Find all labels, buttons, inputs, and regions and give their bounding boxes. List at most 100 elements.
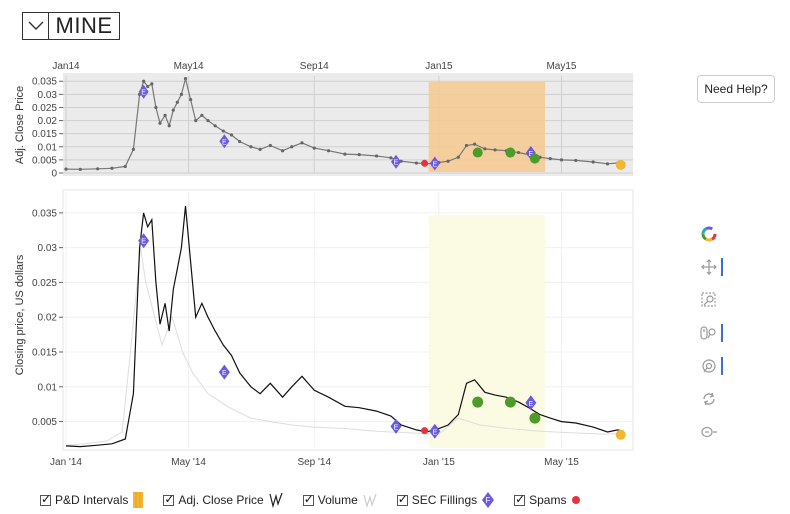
legend-label-sec: SEC Fillings: [411, 493, 478, 507]
price-point: [446, 159, 450, 163]
price-point: [64, 167, 68, 171]
price-point: [414, 161, 419, 165]
price-point: [206, 118, 210, 123]
price-point: [179, 92, 184, 96]
price-point: [574, 158, 578, 163]
end-marker[interactable]: [615, 429, 626, 440]
spams-checkbox[interactable]: [514, 492, 525, 506]
reset-icon[interactable]: [697, 387, 721, 411]
y-tick-label: 0.035: [32, 77, 57, 88]
y-tick-label: 0.03: [38, 90, 58, 101]
legend-item-volume[interactable]: Volume: [302, 492, 377, 508]
sec-filling-glyph-icon: F: [482, 492, 495, 508]
adj-close-checkbox[interactable]: [163, 492, 174, 506]
price-point: [123, 164, 127, 169]
box-zoom-icon[interactable]: [697, 288, 721, 312]
sec-fillings-checkbox[interactable]: [396, 492, 408, 506]
x-tick-label: Jan '14: [50, 457, 82, 468]
x-tick-label: Sep '14: [297, 457, 331, 468]
sec-filling-marker[interactable]: E: [219, 134, 230, 149]
y-tick-label: 0.015: [32, 129, 57, 140]
sec-filling-marker[interactable]: E: [138, 233, 150, 249]
price-point: [343, 152, 347, 156]
color-wheel-icon[interactable]: [697, 222, 721, 246]
price-point: [171, 108, 175, 112]
hover-icon[interactable]: [697, 420, 721, 444]
price-point: [78, 167, 82, 171]
svg-text:E: E: [529, 401, 534, 408]
pd-marker[interactable]: [472, 147, 483, 158]
sec-filling-marker[interactable]: E: [138, 84, 149, 99]
sec-filling-marker[interactable]: E: [525, 395, 537, 411]
price-point: [213, 124, 217, 128]
volume-line-glyph-icon: [363, 492, 377, 508]
price-point: [300, 141, 304, 145]
overview-y-axis-title: Adj. Close Price: [14, 86, 26, 164]
sec-filling-marker[interactable]: E: [429, 156, 440, 171]
price-point: [229, 133, 234, 137]
svg-text:E: E: [432, 429, 437, 436]
x-tick-label: Jan15: [425, 61, 453, 72]
end-marker[interactable]: [615, 159, 626, 170]
volume-checkbox[interactable]: [302, 492, 314, 506]
pd-marker[interactable]: [529, 412, 541, 424]
price-point: [389, 156, 393, 160]
legend-label-spams: Spams: [529, 493, 567, 507]
sec-filling-marker[interactable]: E: [390, 418, 402, 434]
y-tick-label: 0.005: [32, 155, 57, 166]
svg-text:E: E: [222, 139, 227, 146]
svg-text:E: E: [432, 162, 437, 169]
price-point: [290, 145, 294, 149]
x-tick-label: May '15: [544, 457, 579, 468]
y-tick-label: 0.02: [38, 116, 58, 127]
sec-filling-marker[interactable]: E: [429, 423, 441, 439]
pd-marker[interactable]: [504, 396, 516, 408]
pd-marker[interactable]: [529, 153, 540, 164]
pd-intervals-checkbox[interactable]: [40, 492, 51, 506]
price-point: [183, 77, 188, 81]
legend-item-sec-fillings[interactable]: SEC Fillings F: [396, 492, 495, 508]
wheel-zoom-icon[interactable]: [697, 321, 723, 345]
overview-chart[interactable]: Jan14 May14 Sep14 Jan15 May15 0.035 0.03 0.025 0…: [14, 61, 633, 180]
price-point: [146, 84, 150, 89]
price-point: [238, 139, 242, 144]
pan-icon[interactable]: [697, 255, 723, 279]
price-point: [559, 158, 564, 162]
main-plot-frame: [62, 189, 634, 451]
price-point: [605, 162, 610, 166]
main-chart[interactable]: Jan '14 May '14 Sep '14 Jan '15 May '15 0.035…: [14, 189, 634, 468]
main-tick-labels: Jan '14 May '14 Sep '14 Jan '15 May '15 0.035…: [32, 208, 579, 468]
sec-filling-marker[interactable]: E: [390, 154, 401, 169]
x-tick-label: May14: [174, 61, 204, 72]
price-point: [158, 121, 162, 125]
chart-toolbar: [697, 222, 725, 453]
spam-marker[interactable]: [421, 427, 429, 435]
pd-marker[interactable]: [505, 147, 516, 158]
price-point: [548, 156, 552, 161]
legend-item-adj-close[interactable]: Adj. Close Price: [163, 492, 283, 508]
overview-markers: E E E E E: [138, 84, 626, 171]
price-point: [150, 82, 154, 86]
main-y-axis-title: Closing price, US dollars: [14, 254, 26, 375]
overview-pd-interval: [428, 82, 546, 172]
pd-marker[interactable]: [472, 396, 484, 408]
spam-marker[interactable]: [421, 159, 429, 167]
need-help-button[interactable]: Need Help?: [697, 75, 775, 103]
price-point: [483, 147, 487, 151]
wheel-pan-icon[interactable]: [697, 354, 723, 378]
price-line-glyph-icon: [269, 492, 283, 508]
y-tick-label: 0.03: [38, 243, 58, 254]
pd-interval-swatch-icon: [133, 492, 144, 508]
price-point: [200, 113, 204, 117]
ticker-select[interactable]: MINE: [22, 12, 120, 40]
price-point: [268, 143, 272, 148]
legend-label-volume: Volume: [317, 493, 358, 507]
legend-label-pd: P&D Intervals: [55, 493, 129, 507]
legend-item-pd-intervals[interactable]: P&D Intervals: [40, 492, 144, 508]
chevron-down-icon[interactable]: [23, 13, 49, 39]
legend-item-spams[interactable]: Spams: [514, 492, 581, 507]
sec-filling-marker[interactable]: E: [218, 364, 230, 380]
overview-tick-labels: Jan14 May14 Sep14 Jan15 May15 0.035 0.03 0.025 0…: [32, 61, 577, 180]
y-tick-label: 0: [51, 169, 57, 180]
price-point: [473, 142, 477, 146]
